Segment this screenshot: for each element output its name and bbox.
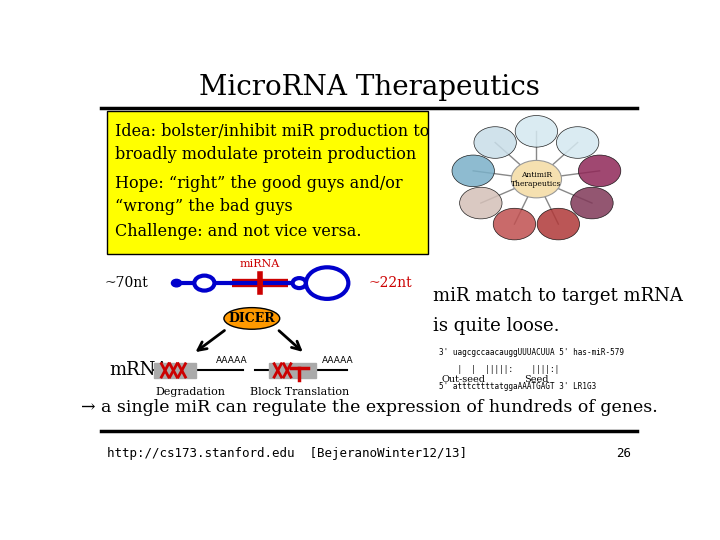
- Circle shape: [557, 127, 599, 158]
- FancyBboxPatch shape: [107, 111, 428, 254]
- Text: “wrong” the bad guys: “wrong” the bad guys: [115, 198, 293, 215]
- Circle shape: [511, 160, 562, 198]
- Text: Seed: Seed: [524, 375, 549, 383]
- Text: broadly modulate protein production: broadly modulate protein production: [115, 146, 416, 163]
- Text: Out-seed: Out-seed: [442, 375, 486, 383]
- Circle shape: [516, 116, 557, 147]
- Text: 26: 26: [616, 447, 631, 460]
- Text: is quite loose.: is quite loose.: [433, 317, 559, 335]
- Circle shape: [571, 187, 613, 219]
- Text: mRNA: mRNA: [109, 361, 169, 380]
- Text: → a single miR can regulate the expression of hundreds of genes.: → a single miR can regulate the expressi…: [81, 400, 657, 416]
- Text: Idea: bolster/inhibit miR production to: Idea: bolster/inhibit miR production to: [115, 123, 430, 140]
- Text: Challenge: and not vice versa.: Challenge: and not vice versa.: [115, 223, 361, 240]
- Text: MicroRNA Therapeutics: MicroRNA Therapeutics: [199, 74, 539, 101]
- Text: Block Translation: Block Translation: [250, 387, 349, 397]
- Circle shape: [578, 155, 621, 187]
- Circle shape: [171, 279, 181, 287]
- Text: 5' atttcttttatggaAAATGAGT 3' LR1G3: 5' atttcttttatggaAAATGAGT 3' LR1G3: [438, 382, 596, 392]
- Circle shape: [194, 275, 215, 291]
- Circle shape: [452, 155, 495, 187]
- Text: Hope: “right” the good guys and/or: Hope: “right” the good guys and/or: [115, 175, 402, 192]
- Bar: [154, 363, 196, 378]
- Text: AntimiR
Therapeutics: AntimiR Therapeutics: [511, 171, 562, 188]
- Bar: [269, 363, 316, 378]
- Circle shape: [537, 208, 580, 240]
- Text: http://cs173.stanford.edu  [BejeranoWinter12/13]: http://cs173.stanford.edu [BejeranoWinte…: [107, 447, 467, 460]
- Text: Degradation: Degradation: [156, 387, 225, 397]
- Circle shape: [292, 278, 306, 288]
- Text: AAAAA: AAAAA: [215, 356, 247, 366]
- Text: miR match to target mRNA: miR match to target mRNA: [433, 287, 683, 305]
- Circle shape: [493, 208, 536, 240]
- Text: miRNA: miRNA: [240, 259, 280, 269]
- Text: ~22nt: ~22nt: [369, 276, 413, 290]
- Circle shape: [459, 187, 502, 219]
- Text: AAAAA: AAAAA: [322, 356, 354, 366]
- Text: DICER: DICER: [228, 312, 275, 325]
- Circle shape: [474, 127, 516, 158]
- Text: |  |  |||||:    ||||:|: | | |||||: ||||:|: [438, 365, 559, 374]
- Ellipse shape: [224, 308, 279, 329]
- Text: 3' uagcgccaacauggUUUACUUA 5' has-miR-579: 3' uagcgccaacauggUUUACUUA 5' has-miR-579: [438, 348, 624, 356]
- Text: ~70nt: ~70nt: [105, 276, 148, 290]
- Circle shape: [306, 267, 348, 299]
